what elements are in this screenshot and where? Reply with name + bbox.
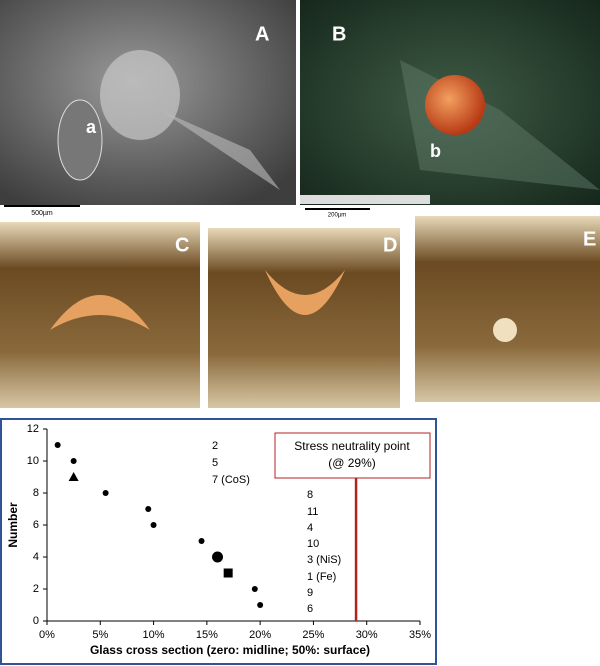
panel-label: A [255,23,269,45]
scale-label: 500µm [31,210,53,217]
x-tick-label: 5% [92,629,108,641]
y-tick-label: 6 [33,519,39,531]
crack [160,110,280,190]
point [223,568,233,578]
y-tick-label: 2 [33,583,39,595]
x-tick-label: 20% [249,629,271,641]
x-tick-label: 0% [39,629,55,641]
point [102,490,109,496]
chart: 0 2 4 6 8 10 12 0% 5% 10% 15% 20% 25% 30% 35% Glass cro… [6,423,431,657]
annotation: 2 [212,440,218,452]
particle [100,50,180,140]
x-tick-label: 25% [302,629,324,641]
annotation: 10 [307,538,319,550]
x-tick-label: 35% [409,629,431,641]
annotation-box-text: (@ 29%) [328,456,376,470]
y-axis-label: Number [6,502,20,548]
point [212,551,224,563]
y-tick-label: 10 [27,455,39,467]
panel-label: D [383,234,397,256]
point [198,538,205,544]
annotation: 9 [307,587,313,599]
annotation: 6 [307,603,313,615]
panel-label: E [583,228,596,250]
x-axis-label: Glass cross section (zero: midline; 50%:… [90,643,370,657]
crack [50,295,150,330]
point [145,506,152,512]
panel-label: B [332,23,346,45]
scale-label: 200µm [328,213,346,219]
x-tick-label: 30% [356,629,378,641]
sphere [425,75,485,135]
point [257,602,264,608]
panel-label: a [86,117,97,137]
annotation: 1 (Fe) [307,571,336,583]
flake [57,99,103,181]
annotation: 7 (CoS) [212,474,250,486]
y-tick-label: 8 [33,487,39,499]
annotation-box-text: Stress neutrality point [294,439,410,453]
point [70,458,77,464]
panel-label: b [430,141,441,161]
eds-strip [300,195,430,204]
y-tick-label: 4 [33,551,39,563]
annotation: 3 (NiS) [307,554,341,566]
point [251,586,258,592]
annotation: 8 [307,489,313,501]
annotation: 11 [307,506,318,518]
point [54,442,61,448]
y-tick-label: 0 [33,615,39,627]
inclusion [493,318,517,342]
point [150,522,157,528]
point [68,472,79,481]
photo-d [208,228,400,408]
x-tick-label: 15% [196,629,218,641]
annotation-box [274,432,431,479]
x-tick-label: 10% [143,629,165,641]
annotation: 4 [307,522,313,534]
annotation: 5 [212,457,218,469]
panel-label: C [175,234,189,256]
crack [265,270,345,315]
photo-e [415,216,600,402]
y-tick-label: 12 [27,423,39,435]
